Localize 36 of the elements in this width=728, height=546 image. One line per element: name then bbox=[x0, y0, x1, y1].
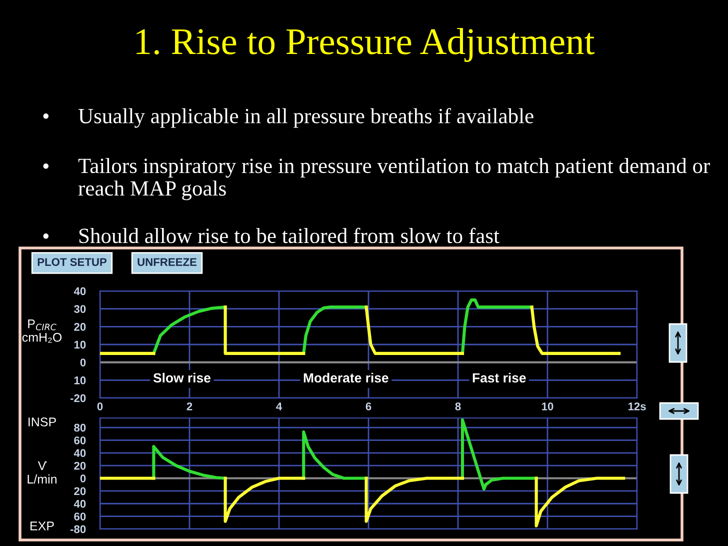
x-tick-label: 12s bbox=[628, 402, 646, 410]
y-tick-label: 0 bbox=[80, 474, 86, 482]
annotation: Slow rise bbox=[153, 372, 210, 383]
y-tick-label: 20 bbox=[74, 322, 86, 331]
text: UNFREEZE bbox=[138, 258, 197, 266]
annotation: Moderate rise bbox=[304, 372, 388, 383]
x-tick-label: 0 bbox=[97, 402, 103, 410]
y-axis-title: V̇ L/min bbox=[28, 461, 56, 484]
y-tick-label: 0 bbox=[80, 358, 86, 366]
x-tick-label: 2 bbox=[186, 402, 192, 410]
text: • Usually applicable in all pressure breaths if available bbox=[43, 108, 534, 128]
x-tick-label: 4 bbox=[276, 402, 282, 410]
text: EXP bbox=[30, 522, 54, 530]
y-tick-label: 20 bbox=[74, 487, 86, 496]
x-tick-label: 6 bbox=[366, 402, 372, 410]
y-tick-label: 60 bbox=[74, 436, 86, 444]
y-tick-label: 40 bbox=[74, 500, 86, 508]
y-tick-label: 40 bbox=[74, 449, 86, 458]
y-tick-label: -80 bbox=[70, 525, 86, 534]
annotation: Fast rise bbox=[472, 372, 526, 383]
text: • Should allow rise to be tailored from slow to fast bbox=[43, 228, 500, 244]
y-tick-label: 30 bbox=[74, 305, 86, 313]
y-tick-label: 10 bbox=[74, 340, 86, 349]
x-tick-label: 10 bbox=[542, 402, 554, 410]
y-tick-label: 60 bbox=[74, 512, 86, 520]
text: INSP bbox=[28, 418, 56, 426]
text: PLOT SETUP bbox=[38, 258, 106, 266]
chart-title: 1. Rise to Pressure Adjustment bbox=[136, 28, 595, 62]
y-axis-title: P$_{CIRC}$ cmH₂O bbox=[22, 320, 62, 343]
y-tick-label: -20 bbox=[70, 394, 86, 402]
y-tick-label: 80 bbox=[74, 424, 86, 432]
text: • Tailors inspiratory rise in pressure ventilation to match patient demand or reach MAP goals bbox=[43, 158, 710, 200]
y-tick-label: 20 bbox=[74, 462, 86, 470]
y-tick-label: 10 bbox=[74, 376, 86, 384]
x-tick-label: 8 bbox=[455, 402, 461, 410]
y-tick-label: 40 bbox=[74, 287, 86, 296]
